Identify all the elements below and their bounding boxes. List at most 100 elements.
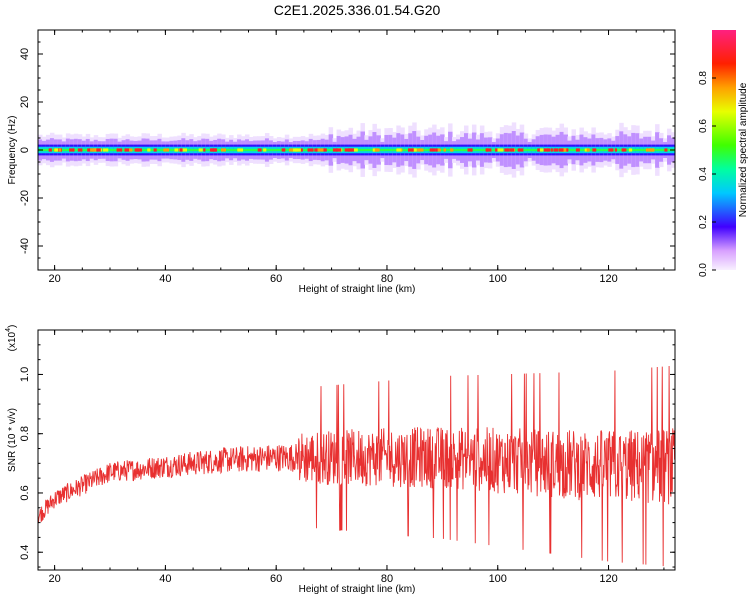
spectrogram-peak bbox=[537, 148, 542, 152]
spectrogram-peak bbox=[321, 148, 327, 152]
spectrogram-peak bbox=[203, 148, 206, 152]
spectrogram-peak bbox=[486, 148, 492, 152]
spectrogram-peak bbox=[417, 148, 421, 152]
snr-series bbox=[37, 366, 676, 567]
spectrogram-peak bbox=[314, 148, 319, 152]
spectrogram-peak bbox=[353, 148, 358, 152]
spectrogram-panel: 20 40 60 80 100 120 40 20 0 -20 -40 Height of stra… bbox=[7, 29, 676, 295]
spectrogram-peak bbox=[198, 148, 203, 152]
colorbar-tick-label: 0.4 bbox=[698, 167, 709, 181]
snr-ylabel: SNR (10 * v/v) bbox=[7, 408, 18, 472]
spectrogram-peak bbox=[628, 148, 633, 152]
spectrogram-peak bbox=[553, 148, 559, 152]
svg-text:(x104): (x104) bbox=[5, 325, 18, 352]
chart-title: C2E1.2025.336.01.54.G20 bbox=[274, 2, 441, 18]
spectrogram-peak bbox=[210, 148, 214, 152]
spectrogram-peak bbox=[495, 148, 499, 152]
colorbar: 0.0 0.2 0.4 0.6 0.8 Normalized spectral ampl… bbox=[698, 30, 749, 277]
spectrogram-frame bbox=[37, 29, 676, 271]
spectrogram-peak bbox=[237, 148, 244, 152]
snr-xtick-label: 20 bbox=[48, 573, 60, 585]
spectrogram-xtick-label: 80 bbox=[381, 273, 393, 285]
spectrogram-peak bbox=[435, 148, 438, 152]
spectrogram-peak bbox=[179, 148, 183, 152]
spectrogram-peak bbox=[649, 148, 655, 152]
colorbar-label: Normalized spectral amplitude bbox=[738, 82, 749, 217]
snr-xtick-label: 120 bbox=[599, 573, 617, 585]
spectrogram-peak bbox=[344, 148, 350, 152]
spectrogram-peak bbox=[163, 148, 170, 152]
spectrogram-peak bbox=[138, 148, 143, 152]
spectrogram-ytick-label: 20 bbox=[19, 96, 31, 108]
snr-line bbox=[37, 366, 676, 567]
spectrogram-peak bbox=[221, 148, 226, 152]
spectrogram-peak bbox=[48, 148, 52, 152]
spectrogram-peak bbox=[69, 148, 75, 152]
spectrogram-peak bbox=[419, 148, 424, 152]
spectrogram-peak bbox=[566, 148, 569, 152]
snr-scale-factor: (x104) bbox=[5, 325, 18, 352]
colorbar-tick-label: 0.0 bbox=[698, 263, 709, 277]
spectrogram-peak bbox=[372, 148, 376, 152]
snr-ytick-label: 1.0 bbox=[19, 367, 31, 382]
spectrogram-peak bbox=[335, 148, 342, 152]
snr-xtick-label: 60 bbox=[270, 573, 282, 585]
snr-ytick-label: 0.6 bbox=[19, 485, 31, 500]
spectrogram-peak bbox=[263, 148, 267, 152]
spectrogram-ytick-label: -20 bbox=[19, 190, 31, 206]
spectrogram-peak bbox=[407, 148, 414, 152]
spectrogram-peak bbox=[87, 148, 93, 152]
spectrogram-peak bbox=[437, 148, 441, 152]
spectrogram-ytick-label: 0 bbox=[19, 147, 31, 153]
spectrogram-xlabel: Height of straight line (km) bbox=[299, 284, 416, 295]
snr-xlabel: Height of straight line (km) bbox=[299, 584, 416, 595]
spectrogram-peak bbox=[621, 148, 627, 152]
spectrogram-peak bbox=[586, 148, 590, 152]
spectrogram-peak bbox=[178, 148, 181, 152]
snr-axes: 20 40 60 80 100 120 1.0 0.8 0.6 0.4 bbox=[19, 330, 675, 585]
spectrogram-ylabel: Frequency (Hz) bbox=[7, 116, 18, 185]
spectrogram-xtick-label: 40 bbox=[159, 273, 171, 285]
spectrogram-peak bbox=[645, 148, 652, 152]
spectrogram-ytick-label: -40 bbox=[19, 238, 31, 254]
spectrogram-peak bbox=[561, 148, 568, 152]
spectrogram-peak bbox=[317, 148, 324, 152]
spectrogram-peak bbox=[332, 148, 338, 152]
colorbar-gradient bbox=[712, 30, 736, 270]
spectrogram-peak bbox=[543, 148, 549, 152]
spectrogram-peak bbox=[174, 148, 179, 152]
spectrogram-peak bbox=[147, 148, 151, 152]
spectrogram-peak bbox=[307, 148, 314, 152]
snr-ytick-label: 0.8 bbox=[19, 426, 31, 441]
spectrogram-peak bbox=[153, 148, 157, 152]
spectrogram-peak bbox=[77, 148, 83, 152]
spectrogram-peak bbox=[103, 148, 109, 152]
spectrogram-peak bbox=[116, 148, 123, 152]
spectrogram-peak bbox=[504, 148, 510, 152]
scale-close: ) bbox=[7, 325, 18, 328]
spectrogram-peak bbox=[467, 148, 473, 152]
scale-label: (x10 bbox=[7, 331, 18, 351]
spectrogram-peak bbox=[558, 148, 564, 152]
snr-xtick-label: 80 bbox=[381, 573, 393, 585]
spectrogram-peak bbox=[509, 148, 515, 152]
spectrogram-peak bbox=[608, 148, 614, 152]
snr-xtick-label: 40 bbox=[159, 573, 171, 585]
spectrogram-peak bbox=[614, 148, 618, 152]
snr-panel: 20 40 60 80 100 120 1.0 0.8 0.6 0.4 Height of str… bbox=[5, 325, 676, 595]
spectrogram-peak bbox=[396, 148, 402, 152]
spectrogram-band bbox=[38, 122, 676, 178]
spectrogram-peak bbox=[129, 148, 133, 152]
spectrogram-peak bbox=[214, 148, 217, 152]
spectrogram-peak bbox=[429, 148, 436, 152]
spectrogram-peak bbox=[575, 148, 580, 152]
spectrogram-peak bbox=[517, 148, 524, 152]
spectrogram-peak bbox=[497, 148, 504, 152]
spectrogram-ytick-label: 40 bbox=[19, 48, 31, 60]
spectrogram-peak bbox=[348, 148, 352, 152]
spectrogram-peak bbox=[90, 148, 96, 152]
spectrogram-xtick-label: 100 bbox=[489, 273, 507, 285]
snr-xtick-label: 100 bbox=[489, 573, 507, 585]
colorbar-ticks: 0.0 0.2 0.4 0.6 0.8 bbox=[698, 71, 716, 277]
